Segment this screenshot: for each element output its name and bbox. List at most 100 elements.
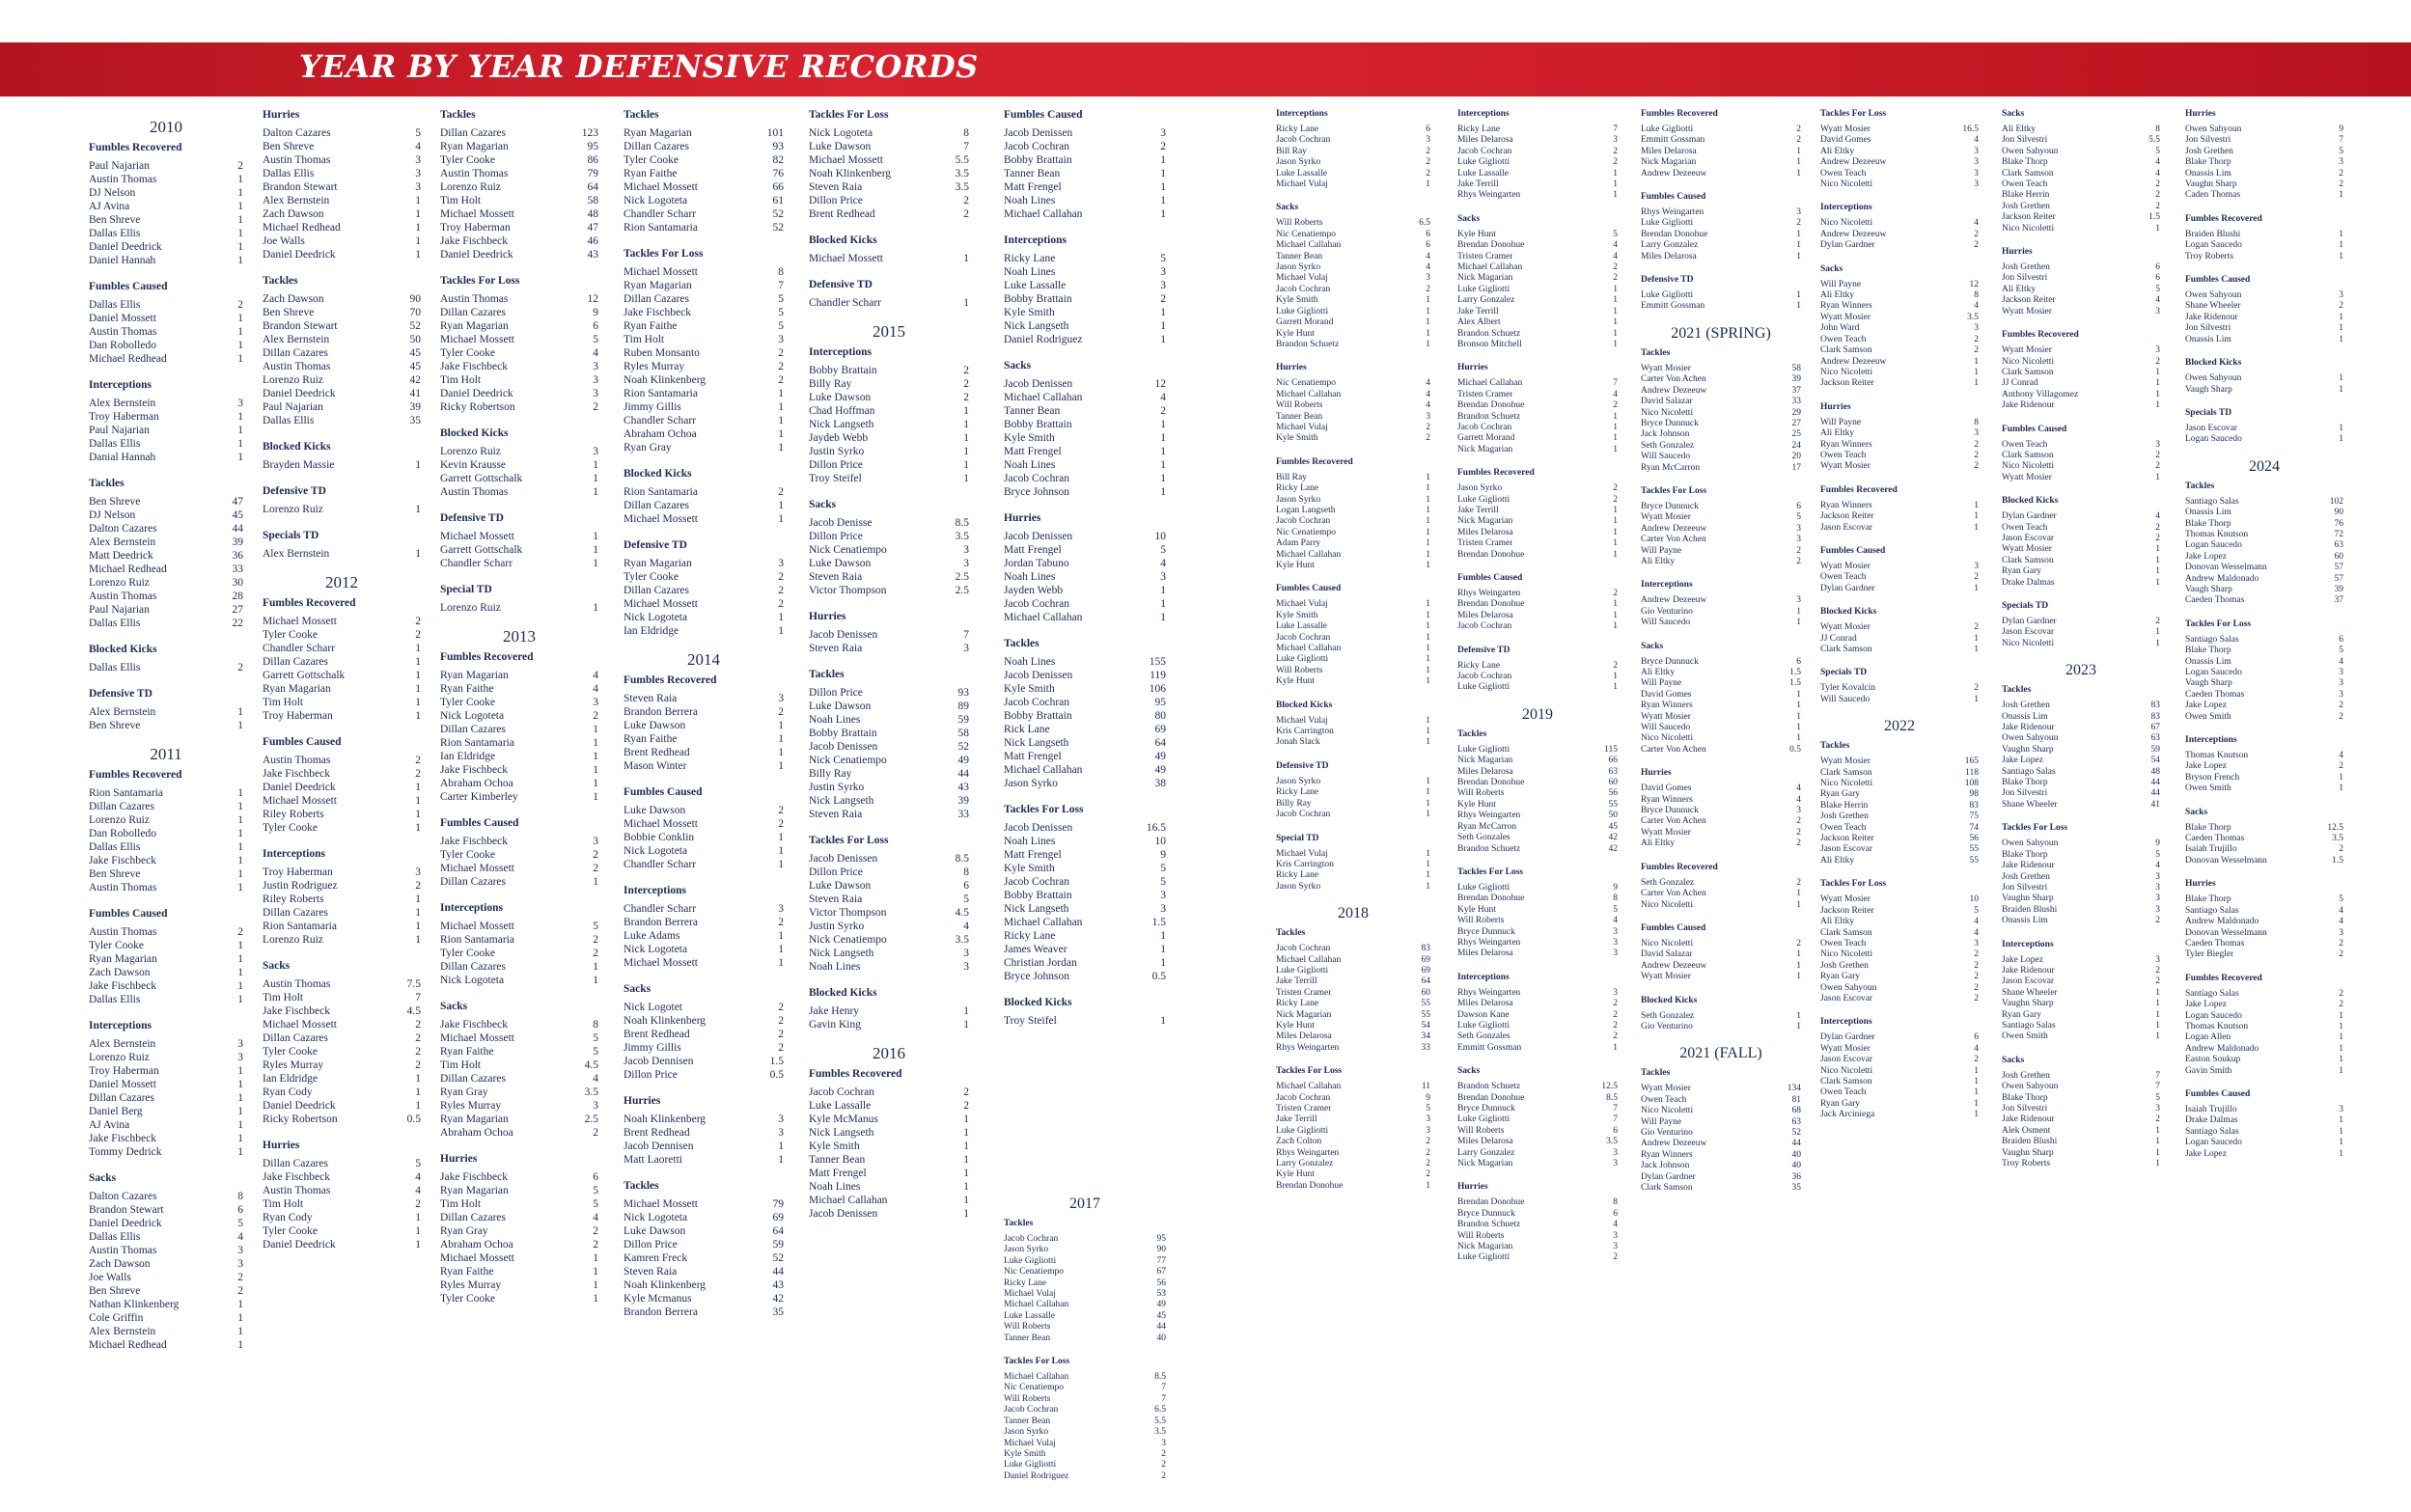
- stat-row: Michael Mossett 5: [440, 333, 598, 346]
- player-name: Luke Gigliotti: [1276, 965, 1329, 976]
- player-name: Dallas Ellis: [89, 228, 141, 239]
- player-name: Brandon Berrera: [624, 706, 698, 718]
- stat-value: 1: [237, 1146, 243, 1158]
- stat-row: Ali Eltky 3: [1820, 147, 1979, 157]
- player-name: Michael Mossett: [440, 208, 514, 220]
- stat-row: Brendan Donohue 4: [1457, 240, 1618, 251]
- stat-value: 2: [1426, 422, 1430, 432]
- stat-value: 11: [1421, 1082, 1430, 1092]
- stat-value: 5: [1796, 512, 1801, 523]
- player-name: Santiago Salas: [2185, 634, 2239, 645]
- stat-row: Luke Gigliotti 2: [1004, 1460, 1166, 1471]
- player-name: Thomas Knutson: [2185, 751, 2249, 761]
- stat-row: Ricky Lane 7: [1457, 124, 1618, 135]
- stat-value: 33: [232, 564, 244, 575]
- stat-row: Miles Delarosa 3: [1457, 135, 1618, 146]
- player-name: Ryles Murray: [624, 361, 685, 372]
- stat-row: Jake Fischbeck 6: [440, 1170, 598, 1184]
- player-name: Paul Najarian: [263, 401, 323, 413]
- stat-value: 2: [1974, 450, 1979, 460]
- player-name: Dillan Cazares: [440, 1073, 507, 1085]
- stat-value: 3: [2155, 954, 2160, 965]
- stat-section: Sacks Austin Thomas 7.5 Tim Holt 7 Jake Fisch…: [263, 959, 421, 1126]
- player-name: Dallas Ellis: [89, 841, 141, 853]
- player-name: Luke Lassalle: [1004, 1310, 1056, 1321]
- player-name: Ryan Magarian: [440, 1185, 509, 1196]
- stat-row: Jon Silvestri 1: [2185, 323, 2343, 334]
- player-name: Ali Eltky: [1641, 556, 1676, 566]
- stat-row: Ryles Murray 2: [263, 1058, 421, 1072]
- player-name: Michael Mossett: [263, 616, 337, 627]
- stat-value: 1: [1426, 527, 1430, 537]
- player-name: Jake Ridenour: [2002, 861, 2055, 871]
- stat-row: Michael Mossett 2: [263, 1018, 421, 1031]
- stat-row: Billy Ray 1: [1276, 799, 1430, 810]
- stat-row: Luke Gigliotti 2: [1457, 495, 1618, 506]
- stat-row: Luke Lassalle 45: [1004, 1311, 1166, 1322]
- stat-value: 90: [1156, 1245, 1167, 1255]
- player-name: Nick Logoteta: [624, 845, 688, 857]
- stat-category-heading: Fumbles Caused: [2185, 275, 2251, 286]
- stat-row: Ricky Lane 1: [1276, 787, 1430, 798]
- player-name: Luke Dawson: [624, 720, 686, 731]
- stat-value: 2: [593, 710, 598, 722]
- stat-value: 30: [232, 577, 244, 589]
- stat-value: 2: [415, 768, 421, 780]
- stat-value: 3: [2339, 678, 2343, 689]
- player-name: Will Saucedo: [1641, 452, 1691, 462]
- stat-row: Alex Bernstein 3: [89, 397, 243, 410]
- stat-row: Jon Silvestri 44: [2002, 788, 2160, 799]
- player-name: Noah Lines: [1004, 195, 1056, 206]
- stat-section: Hurries Michael Callahan 7 Tristen Cramer 4 B…: [1457, 362, 1618, 455]
- stat-section: Fumbles Caused Jake Fischbeck 3 Tyler Cooke…: [440, 816, 598, 889]
- stat-value: 2: [1613, 999, 1618, 1009]
- stat-row: Daniel Deedrick 43: [440, 248, 598, 261]
- stat-value: 28: [232, 591, 244, 602]
- stat-row: Vaugh Sharp 39: [2185, 585, 2343, 595]
- stat-value: 44: [232, 523, 244, 535]
- stat-value: 3: [1796, 595, 1801, 606]
- stat-value: 38: [1154, 778, 1167, 789]
- player-name: Michael Mossett: [809, 253, 883, 264]
- player-name: Alex Bernstein: [89, 1038, 156, 1050]
- stat-section: Special TD Lorenzo Ruiz 1: [440, 583, 598, 615]
- player-name: Steven Raia: [809, 181, 863, 193]
- stat-category-heading: Fumbles Recovered: [440, 651, 534, 663]
- stat-category-heading: Special TD: [1276, 833, 1319, 843]
- player-name: JJ Conrad: [2002, 378, 2038, 389]
- player-name: Luke Gigliotti: [1004, 1255, 1057, 1266]
- stat-row: Jacob Denissen 119: [1004, 669, 1166, 682]
- player-name: Tyler Cooke: [263, 1225, 319, 1237]
- stat-row: Tyler Cooke 2: [440, 947, 598, 960]
- stat-row: Rhys Weingarten 3: [1641, 207, 1801, 218]
- stat-row: Jacob Cochran 1: [1004, 472, 1166, 485]
- stat-value: 35: [1791, 1183, 1802, 1193]
- stat-value: 52: [772, 1252, 785, 1264]
- stat-row: Clark Samson 1: [2002, 556, 2160, 566]
- stat-value: 3.5: [955, 168, 969, 179]
- stat-row: Jon Silvestri 6: [2002, 273, 2160, 284]
- season-heading: 2018: [1338, 905, 1369, 922]
- stat-value: 9: [2155, 838, 2160, 849]
- stat-category-heading: Fumbles Recovered: [1820, 484, 1898, 495]
- stat-row: Luke Dawson 7: [809, 140, 969, 153]
- stat-category-heading: Fumbles Caused: [2002, 424, 2067, 434]
- stat-value: 2: [2155, 356, 2160, 367]
- stat-value: 3: [2339, 157, 2343, 168]
- player-name: Dylan Gardner: [1641, 1171, 1696, 1182]
- stat-row: Luke Gigliotti 1: [1457, 285, 1618, 295]
- player-name: Daniel Deedrick: [263, 388, 336, 399]
- stat-value: 5: [1160, 863, 1166, 874]
- stat-value: 2: [778, 374, 784, 386]
- stat-section: Sacks Jacob Denissen 12 Michael Callahan 4 Ta…: [1004, 359, 1166, 499]
- stat-category-heading: Tackles For Loss: [1276, 1066, 1343, 1077]
- stat-value: 49: [1154, 751, 1167, 762]
- player-name: Nick Logotet: [624, 1002, 682, 1013]
- player-name: Dillan Cazares: [263, 656, 329, 668]
- stat-value: 4: [1613, 251, 1618, 261]
- stat-row: Michael Mossett 5: [440, 1031, 598, 1045]
- stat-row: Ryan Faithe 76: [624, 167, 784, 180]
- stat-section: Tackles Ryan Magarian 101 Dillan Cazares 93 T…: [624, 108, 784, 234]
- player-name: Brent Redhead: [624, 747, 690, 758]
- stat-row: Ryan Gary 1: [2002, 1010, 2160, 1021]
